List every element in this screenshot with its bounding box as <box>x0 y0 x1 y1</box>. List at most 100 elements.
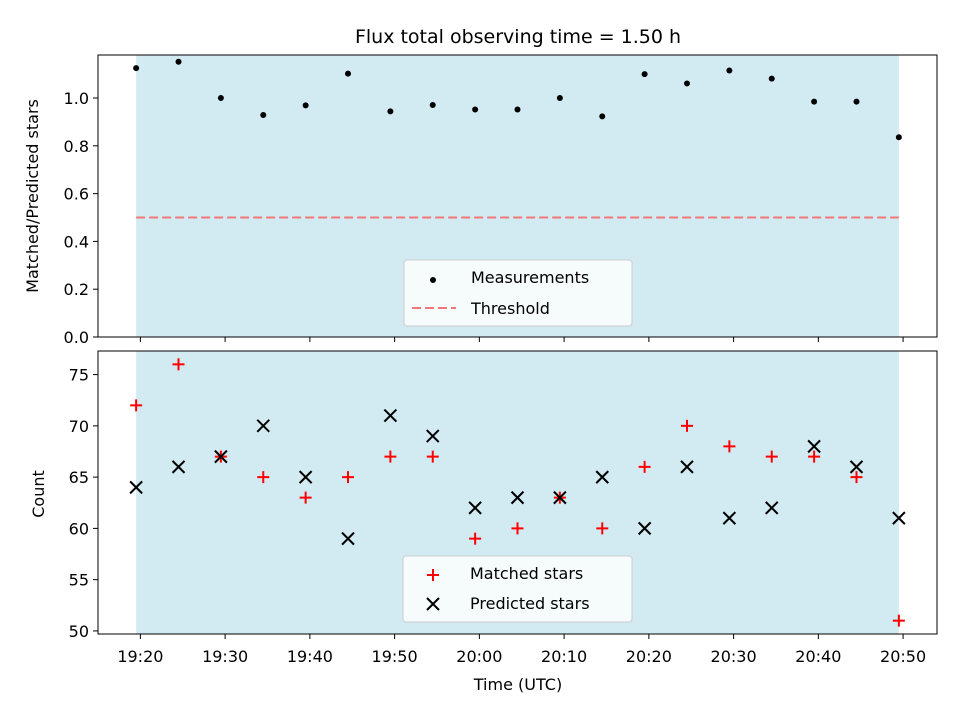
predicted-star-point-b <box>214 449 228 464</box>
y-axis-label-ratio: Matched/Predicted stars <box>23 99 42 293</box>
predicted-star-point-b <box>383 408 398 423</box>
measurement-point <box>345 70 352 77</box>
measurement-point <box>811 98 818 105</box>
matched-star-point <box>596 522 609 535</box>
measurement-point <box>175 58 182 65</box>
measurement-point <box>599 113 606 120</box>
legend-marker-measurements <box>430 277 436 283</box>
predicted-star-point-b <box>510 490 525 505</box>
measurement-point <box>768 75 775 82</box>
x-tick-label: 20:30 <box>711 647 757 666</box>
measurement-point <box>472 106 479 113</box>
matched-star-point <box>384 450 397 463</box>
measurement-point <box>895 134 902 141</box>
matched-star-point <box>892 614 905 627</box>
x-tick-label: 19:40 <box>287 647 333 666</box>
measurement-point <box>217 95 224 102</box>
predicted-star-point <box>129 480 143 495</box>
legend-marker-matched <box>427 569 439 581</box>
legend-marker-predicted-b <box>426 597 440 611</box>
predicted-star-point-b <box>637 521 652 536</box>
measurement-point <box>260 111 267 118</box>
predicted-star-point <box>383 408 398 423</box>
measurement-point <box>387 108 394 115</box>
matched-star-point <box>342 471 355 484</box>
measurement-point <box>556 95 563 102</box>
legend-bottom: Matched stars Predicted stars <box>402 555 633 623</box>
predicted-star-point <box>468 501 482 515</box>
predicted-star-point <box>765 501 779 515</box>
measurement-point <box>133 65 140 72</box>
predicted-star-point <box>256 419 270 433</box>
chart-title: Flux total observing time = 1.50 h <box>355 26 681 48</box>
measurement-point <box>302 102 309 109</box>
predicted-star-point <box>595 470 609 484</box>
predicted-star-point-b <box>680 460 694 474</box>
x-axis-label: Time (UTC) <box>473 675 562 694</box>
y-tick-label: 70 <box>69 417 89 436</box>
predicted-star-point-b <box>256 419 270 433</box>
predicted-star-point <box>341 531 355 546</box>
y-axis-label-count: Count <box>29 470 48 518</box>
predicted-star-point-b <box>807 439 821 454</box>
predicted-star-point <box>298 470 313 484</box>
y-tick-label: 0.0 <box>64 328 89 347</box>
y-tick-label: 75 <box>69 366 89 385</box>
measurement-point <box>683 80 690 87</box>
legend-marker-predicted <box>426 597 440 611</box>
predicted-star-point <box>849 460 864 474</box>
predicted-star-point-b <box>595 470 609 484</box>
legend-box <box>402 555 633 623</box>
predicted-star-point-b <box>892 511 906 525</box>
matched-star-point <box>638 460 651 473</box>
predicted-star-point-b <box>129 480 143 495</box>
predicted-star-point <box>214 449 228 464</box>
legend-label-threshold: Threshold <box>470 299 550 318</box>
x-tick-label: 20:10 <box>541 647 587 666</box>
plot-frame-bottom <box>97 350 938 635</box>
legend-label-matched: Matched stars <box>470 564 583 583</box>
predicted-star-point <box>637 521 652 536</box>
plot-frame-top <box>97 54 938 338</box>
top-panel-ratio: 0.0 0.2 0.4 0.6 0.8 1.0 Measurements Threshold <box>64 54 938 347</box>
x-tick-label: 20:40 <box>795 647 841 666</box>
predicted-star-point <box>807 439 821 454</box>
y-tick-label: 0.6 <box>64 185 89 204</box>
predicted-star-point-b <box>722 511 737 525</box>
measurement-point <box>514 106 521 113</box>
x-tick-label: 19:20 <box>117 647 163 666</box>
matched-star-point <box>426 450 439 463</box>
predicted-star-point-b <box>849 460 864 474</box>
measurement-point <box>853 98 860 105</box>
measurement-point <box>641 71 648 78</box>
matched-star-point <box>808 450 821 463</box>
matched-star-point <box>511 522 524 535</box>
predicted-star-point <box>680 460 694 474</box>
y-tick-label: 65 <box>69 468 89 487</box>
legend-label-measurements: Measurements <box>471 268 589 287</box>
measurement-point <box>429 101 436 108</box>
y-tick-label: 0.8 <box>64 137 89 156</box>
predicted-star-point <box>553 490 567 505</box>
legend-box <box>403 259 633 327</box>
matched-star-point <box>469 532 482 545</box>
predicted-star-point <box>426 429 440 443</box>
x-tick-label: 20:00 <box>456 647 502 666</box>
y-tick-label: 1.0 <box>64 89 89 108</box>
y-tick-label: 55 <box>69 571 89 590</box>
matched-star-point <box>765 450 778 463</box>
x-tick-label: 20:50 <box>880 647 926 666</box>
y-tick-label: 50 <box>69 622 89 641</box>
predicted-star-point-b <box>553 490 567 505</box>
predicted-star-point-b <box>341 531 355 546</box>
matched-star-point <box>723 440 736 453</box>
y-tick-label: 0.4 <box>64 232 89 251</box>
predicted-star-point-b <box>298 470 313 484</box>
predicted-star-point-b <box>171 460 186 474</box>
predicted-star-point <box>722 511 737 525</box>
y-tick-label: 0.2 <box>64 280 89 299</box>
bottom-panel-counts: 50 55 60 65 70 75 19:20 19:30 19:40 19:50 20:00 20:… <box>69 350 938 666</box>
predicted-star-point-b <box>468 501 482 515</box>
matched-star-point <box>130 399 143 412</box>
